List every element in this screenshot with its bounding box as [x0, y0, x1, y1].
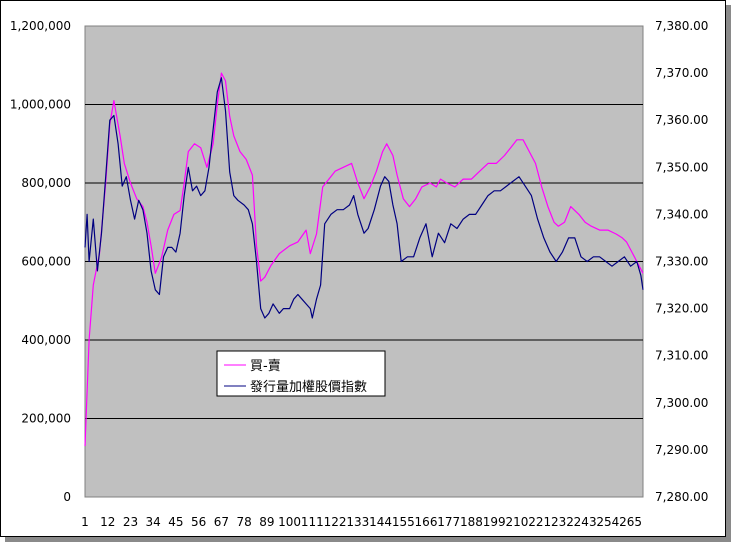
x-axis-ticks: 1 12 23 34 45 56 67 78 89 100 111 122 133 144 155 166 17…	[81, 515, 642, 529]
x-tick-label: 34	[146, 515, 161, 529]
right-tick-label: 7,360.00	[655, 113, 708, 127]
x-tick-label: 89	[259, 515, 274, 529]
x-tick-label: 155	[392, 515, 415, 529]
right-tick-label: 7,310.00	[655, 349, 708, 363]
x-tick-label: 56	[191, 515, 206, 529]
legend-label-spread: 買-賣	[250, 359, 281, 374]
x-tick-label: 254	[596, 515, 619, 529]
legend-label-index: 發行量加權股價指數	[250, 380, 367, 395]
x-tick-label: 78	[236, 515, 251, 529]
right-tick-label: 7,320.00	[655, 302, 708, 316]
right-tick-label: 7,350.00	[655, 160, 708, 174]
right-tick-label: 7,280.00	[655, 490, 708, 504]
series-line-index	[84, 77, 644, 319]
right-tick-label: 7,330.00	[655, 255, 708, 269]
x-tick-label: 23	[123, 515, 138, 529]
x-tick-label: 232	[551, 515, 574, 529]
x-tick-label: 100	[278, 515, 301, 529]
x-tick-label: 177	[437, 515, 460, 529]
legend: 買-賣 發行量加權股價指數	[216, 350, 386, 397]
left-tick-label: 600,000	[21, 255, 71, 269]
x-tick-label: 12	[100, 515, 115, 529]
x-tick-label: 133	[346, 515, 369, 529]
right-tick-label: 7,380.00	[655, 19, 708, 33]
x-tick-label: 210	[505, 515, 528, 529]
x-tick-label: 221	[528, 515, 551, 529]
left-tick-label: 200,000	[21, 412, 71, 426]
x-tick-label: 1	[81, 515, 89, 529]
left-tick-label: 0	[63, 490, 71, 504]
right-tick-label: 7,340.00	[655, 207, 708, 221]
series-layer	[84, 72, 644, 447]
x-tick-label: 45	[168, 515, 183, 529]
x-tick-label: 111	[301, 515, 324, 529]
left-tick-label: 400,000	[21, 333, 71, 347]
left-tick-label: 800,000	[21, 176, 71, 190]
x-tick-label: 67	[214, 515, 229, 529]
legend-box	[216, 350, 386, 397]
gridlines	[85, 104, 643, 419]
x-tick-label: 122	[324, 515, 347, 529]
x-tick-label: 188	[460, 515, 483, 529]
left-tick-label: 1,200,000	[10, 19, 71, 33]
x-tick-label: 166	[415, 515, 438, 529]
x-tick-label: 243	[574, 515, 597, 529]
right-tick-label: 7,370.00	[655, 66, 708, 80]
left-axis-ticks: 0 200,000 400,000 600,000 800,000 1,000,000 1,…	[10, 19, 71, 504]
left-tick-label: 1,000,000	[10, 98, 71, 112]
x-tick-label: 265	[619, 515, 642, 529]
x-tick-label: 199	[483, 515, 506, 529]
right-axis-ticks: 7,280.00 7,290.00 7,300.00 7,310.00 7,320.00…	[655, 19, 708, 504]
right-tick-label: 7,300.00	[655, 396, 708, 410]
x-tick-label: 144	[369, 515, 392, 529]
right-tick-label: 7,290.00	[655, 443, 708, 457]
series-line-spread	[84, 72, 644, 447]
